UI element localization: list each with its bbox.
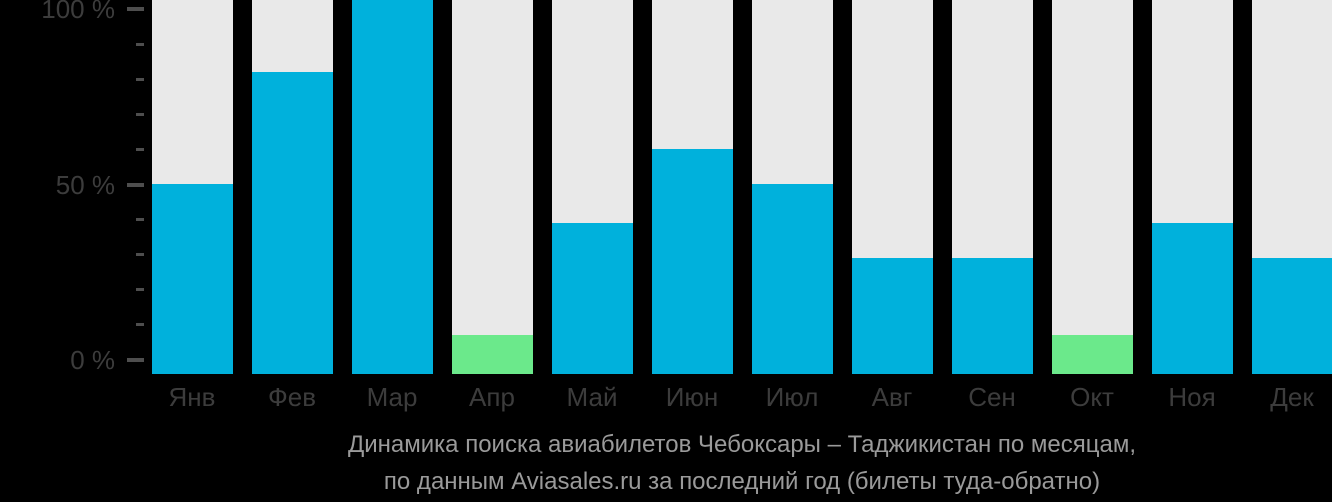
y-axis-minor-tick xyxy=(136,78,144,81)
bar-column-Янв xyxy=(152,0,233,374)
y-axis-minor-tick xyxy=(136,218,144,221)
bar-column-Фев xyxy=(252,0,333,374)
x-axis-label: Ноя xyxy=(1168,382,1216,412)
bar-column-Ноя xyxy=(1152,0,1233,374)
y-axis-minor-tick xyxy=(136,323,144,326)
y-axis-label: 100 % xyxy=(41,0,115,24)
y-axis: 100 % 50 % 0 % xyxy=(0,0,152,375)
x-axis-label: Дек xyxy=(1270,382,1314,412)
x-axis-label: Мар xyxy=(366,382,418,412)
x-axis-label: Май xyxy=(566,382,618,412)
bar-fill xyxy=(852,258,933,374)
x-axis-label: Фев xyxy=(267,382,317,412)
bar-track xyxy=(1052,0,1133,374)
y-axis-minor-tick xyxy=(136,43,144,46)
y-axis-major-tick xyxy=(127,183,144,187)
x-axis-label: Июл xyxy=(765,382,819,412)
bar-fill xyxy=(452,335,533,374)
bar-track xyxy=(452,0,533,374)
bar-column-Дек xyxy=(1252,0,1332,374)
bar-fill xyxy=(1052,335,1133,374)
chart-subtitle-line: по данным Aviasales.ru за последний год … xyxy=(383,468,1101,495)
y-axis-major-tick xyxy=(127,358,144,362)
bar-column-Май xyxy=(552,0,633,374)
bar-fill xyxy=(652,149,733,374)
bar-column-Июл xyxy=(752,0,833,374)
x-axis-label: Сен xyxy=(968,382,1016,412)
bar-fill xyxy=(1152,223,1233,374)
bar-column-Мар xyxy=(352,0,433,374)
x-axis-label: Авг xyxy=(871,382,913,412)
chart-caption: Динамика поиска авиабилетов Чебоксары – … xyxy=(152,426,1332,500)
bar-column-Сен xyxy=(952,0,1033,374)
x-axis-label: Июн xyxy=(665,382,719,412)
bar-column-Апр xyxy=(452,0,533,374)
bar-fill xyxy=(252,72,333,374)
x-axis-label: Янв xyxy=(168,382,216,412)
bar-column-Июн xyxy=(652,0,733,374)
x-axis-label: Окт xyxy=(1070,382,1114,412)
x-axis-label: Апр xyxy=(469,382,515,412)
plot-area xyxy=(152,0,1332,374)
chart-title-line: Динамика поиска авиабилетов Чебоксары – … xyxy=(347,431,1137,458)
bar-fill xyxy=(952,258,1033,374)
bar-column-Окт xyxy=(1052,0,1133,374)
bar-fill xyxy=(552,223,633,374)
y-axis-label: 50 % xyxy=(55,170,115,200)
y-axis-minor-tick xyxy=(136,113,144,116)
bar-fill xyxy=(1252,258,1332,374)
bar-fill xyxy=(152,184,233,374)
y-axis-minor-tick xyxy=(136,253,144,256)
bar-fill xyxy=(752,184,833,374)
y-axis-minor-tick xyxy=(136,148,144,151)
bar-column-Авг xyxy=(852,0,933,374)
y-axis-label: 0 % xyxy=(70,345,115,375)
y-axis-major-tick xyxy=(127,7,144,11)
y-axis-minor-tick xyxy=(136,288,144,291)
x-axis: Янв Фев Мар Апр Май Июн Июл Авг Сен Окт Ноя Дек xyxy=(152,382,1332,414)
bar-fill xyxy=(352,0,433,374)
